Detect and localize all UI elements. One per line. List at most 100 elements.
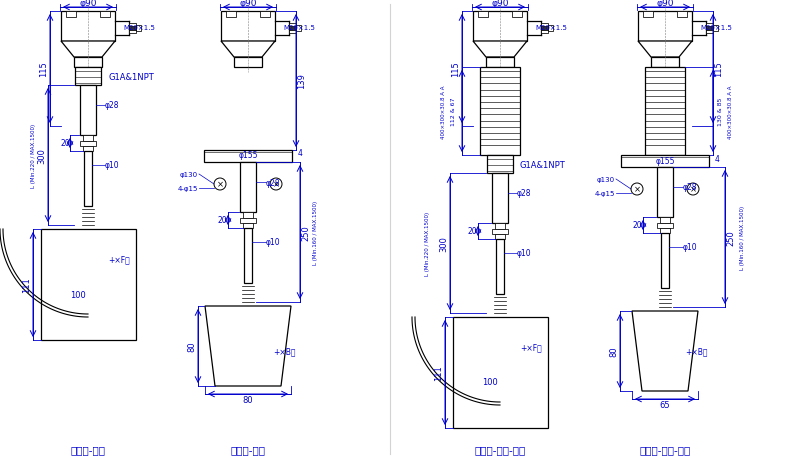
Bar [83,147,93,152]
Text: 4: 4 [297,149,302,158]
Text: φ155: φ155 [238,151,258,160]
Bar [512,12,522,18]
Bar [100,12,110,18]
Bar [75,68,101,86]
Bar [243,224,253,229]
Bar [706,27,713,31]
Text: L (Min.220 / MAX.1500): L (Min.220 / MAX.1500) [425,212,431,275]
Bar [226,12,236,18]
Bar [129,27,136,31]
Text: 250: 250 [301,225,311,240]
Text: 115: 115 [715,61,724,77]
Text: φ28: φ28 [683,183,697,192]
Text: +×F型: +×F型 [520,343,542,352]
Text: 20: 20 [60,139,69,148]
Text: +×F型: +×F型 [108,255,129,264]
Text: ×: × [272,180,279,189]
Text: M20×1.5: M20×1.5 [123,25,155,31]
Text: 80: 80 [188,341,196,351]
Bar [621,156,709,168]
Bar [473,12,527,42]
Text: M20×1.5: M20×1.5 [700,25,732,31]
Text: M20×1.5: M20×1.5 [283,25,315,31]
Bar [651,58,679,68]
Polygon shape [632,311,698,391]
Text: 130 & 85: 130 & 85 [719,98,724,126]
Text: 400×300×30.8 A A: 400×300×30.8 A A [442,85,447,138]
Bar [244,229,252,283]
Polygon shape [221,42,275,58]
Bar [234,58,262,68]
Text: φ155: φ155 [655,156,675,165]
Text: φ10: φ10 [683,243,697,252]
Bar [66,12,76,18]
Text: φ90: φ90 [239,0,256,8]
Bar [486,58,514,68]
Polygon shape [205,307,291,386]
Bar [289,27,296,31]
Text: 112 & 67: 112 & 67 [451,98,457,126]
Text: ×: × [634,185,641,194]
Bar [496,239,504,294]
Text: 20: 20 [632,221,641,230]
Text: G1A&1NPT: G1A&1NPT [108,72,154,81]
Bar [260,12,270,18]
Text: ×: × [690,185,697,194]
Text: 111: 111 [23,276,32,292]
Text: M20×1.5: M20×1.5 [535,25,567,31]
Text: 100: 100 [70,290,86,299]
Text: φ90: φ90 [492,0,509,8]
Text: 80: 80 [243,396,253,405]
Bar [41,230,136,340]
Text: 115: 115 [451,61,461,77]
Bar [80,86,96,136]
Text: φ28: φ28 [105,101,119,110]
Bar [541,24,548,34]
Polygon shape [473,42,527,58]
Bar [661,233,669,288]
Text: 保护型-法兰-高温: 保护型-法兰-高温 [639,444,690,454]
Text: +×B型: +×B型 [685,347,708,356]
Bar [204,150,292,163]
Bar [84,152,92,206]
Text: L (Min.160 / MAX.1500): L (Min.160 / MAX.1500) [741,206,746,269]
Bar [657,224,673,229]
Bar [713,26,718,32]
Polygon shape [61,42,115,58]
Text: φ10: φ10 [266,238,281,247]
Bar [492,174,508,224]
Text: 300: 300 [38,148,47,163]
Text: 100: 100 [482,378,498,387]
Bar [243,213,253,219]
Text: 139: 139 [297,73,306,89]
Text: G1A&1NPT: G1A&1NPT [520,160,566,169]
Bar [677,12,687,18]
Bar [548,26,553,32]
Text: 4-φ15: 4-φ15 [178,186,198,192]
Text: 111: 111 [435,364,443,380]
Bar [136,26,141,32]
Bar [638,12,692,42]
Bar [495,234,505,239]
Text: φ10: φ10 [517,249,532,258]
Text: φ90: φ90 [79,0,97,8]
Bar [480,68,520,156]
Text: 400×300×30.8 A A: 400×300×30.8 A A [728,85,734,138]
Bar [80,142,96,147]
Text: 20: 20 [217,216,226,225]
Bar [296,26,301,32]
Bar [61,12,115,42]
Bar [129,24,136,34]
Text: φ28: φ28 [266,178,281,187]
Bar [453,317,548,428]
Bar [643,12,653,18]
Bar [660,229,670,233]
Bar [492,230,508,234]
Text: φ28: φ28 [517,189,532,198]
Bar [645,68,685,156]
Text: φ130: φ130 [596,176,615,182]
Text: 20: 20 [467,227,477,236]
Text: 80: 80 [609,346,619,357]
Bar [478,12,488,18]
Text: 65: 65 [660,400,671,410]
